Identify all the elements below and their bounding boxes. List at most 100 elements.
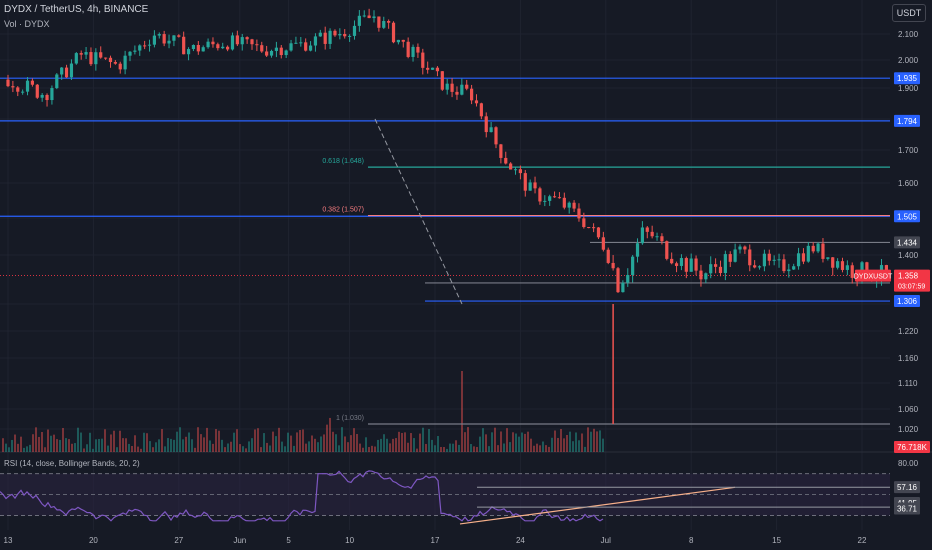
countdown-label: 03:07:59 <box>898 284 925 291</box>
volume-bar <box>8 447 10 452</box>
candle-body <box>440 71 444 90</box>
volume-bar <box>266 442 268 452</box>
volume-bar <box>254 429 256 452</box>
candle-body <box>167 40 171 44</box>
volume-bar <box>38 436 40 452</box>
candle-body <box>265 51 269 56</box>
candle-body <box>635 243 640 257</box>
volume-bar <box>398 431 400 452</box>
level-label: 1.434 <box>897 238 918 247</box>
y-tick-label: 1.900 <box>898 84 919 93</box>
volume-bar <box>410 433 412 452</box>
candle-body <box>582 218 586 228</box>
volume-bar <box>17 443 19 452</box>
volume-bar <box>95 439 97 452</box>
volume-bar <box>113 430 115 452</box>
volume-bar <box>56 439 58 452</box>
price-label: 1.358 <box>898 272 919 281</box>
volume-bar <box>479 436 481 452</box>
volume-bar <box>446 448 448 452</box>
volume-bar <box>377 439 379 452</box>
volume-bar <box>527 431 529 452</box>
candle-body <box>338 34 342 36</box>
candle-body <box>792 266 796 270</box>
y-tick-label: 1.060 <box>898 405 919 414</box>
volume-bar <box>182 439 184 452</box>
volume-bar <box>524 433 526 452</box>
volume-bar <box>497 445 499 452</box>
x-tick-label: 20 <box>89 536 98 545</box>
candle-body <box>313 36 318 46</box>
candle-body <box>240 37 244 45</box>
candle-body <box>655 236 659 238</box>
volume-bar <box>68 439 70 452</box>
volume-bar <box>275 436 277 452</box>
candle-body <box>499 144 503 158</box>
candle-body <box>538 188 542 202</box>
candle-body <box>811 245 815 252</box>
volume-bar <box>278 427 280 452</box>
x-tick-label: 17 <box>431 536 440 545</box>
volume-bar <box>263 433 265 452</box>
candle-body <box>55 74 59 89</box>
volume-bar <box>455 440 457 452</box>
candle-body <box>401 39 405 42</box>
rsi-badge <box>894 481 920 494</box>
volume-bar <box>515 433 517 452</box>
x-tick-label: 24 <box>516 536 525 545</box>
candle-body <box>108 57 113 63</box>
volume-bar <box>80 432 82 452</box>
y-tick-label: 1.020 <box>898 425 919 434</box>
volume-bar <box>434 445 436 452</box>
y-tick-label: 1.700 <box>898 146 919 155</box>
volume-bar <box>173 439 175 452</box>
symbol-badge <box>855 269 891 282</box>
level-badge <box>894 114 920 127</box>
volume-bar <box>14 434 16 452</box>
volume-bar <box>161 429 163 452</box>
volume-bar <box>416 448 418 452</box>
volume-bar <box>221 439 223 452</box>
volume-bar <box>242 446 244 452</box>
volume-bar <box>239 444 241 452</box>
volume-bar <box>380 438 382 452</box>
candle-body <box>6 79 10 87</box>
candle-body <box>513 169 518 171</box>
volume-bar <box>41 431 43 452</box>
volume-bar <box>26 446 28 452</box>
volume-bar <box>200 434 202 452</box>
candle-body <box>391 22 396 43</box>
level-badge <box>894 210 920 223</box>
volume-bar <box>101 438 103 452</box>
volume-bar <box>71 443 73 452</box>
volume-bar <box>458 444 460 452</box>
candle-body <box>645 227 649 232</box>
volume-bar <box>512 432 514 452</box>
y-tick-label: 1.160 <box>898 354 919 363</box>
candle-body <box>704 273 708 280</box>
candle-body <box>64 67 69 78</box>
volume-bar <box>491 432 493 452</box>
candle-body <box>772 259 776 261</box>
volume-bar <box>428 429 430 452</box>
volume-bar <box>191 439 193 452</box>
volume-bar <box>260 447 262 452</box>
candle-body <box>611 262 615 269</box>
volume-bar <box>545 445 547 452</box>
candle-body <box>308 45 313 51</box>
volume-bar <box>209 440 211 452</box>
candle-body <box>753 265 757 268</box>
currency-button[interactable]: USDT <box>892 4 926 22</box>
candle-body <box>821 243 825 259</box>
candle-body <box>416 46 420 53</box>
volume-bar <box>164 446 166 452</box>
y-tick-label: 2.000 <box>898 56 919 65</box>
volume-bar <box>83 448 85 452</box>
volume-bar <box>575 432 577 452</box>
candle-body <box>269 50 274 56</box>
candle-body <box>177 35 181 37</box>
volume-bar <box>215 429 217 452</box>
volume-bar <box>323 434 325 452</box>
candle-body <box>348 35 352 37</box>
